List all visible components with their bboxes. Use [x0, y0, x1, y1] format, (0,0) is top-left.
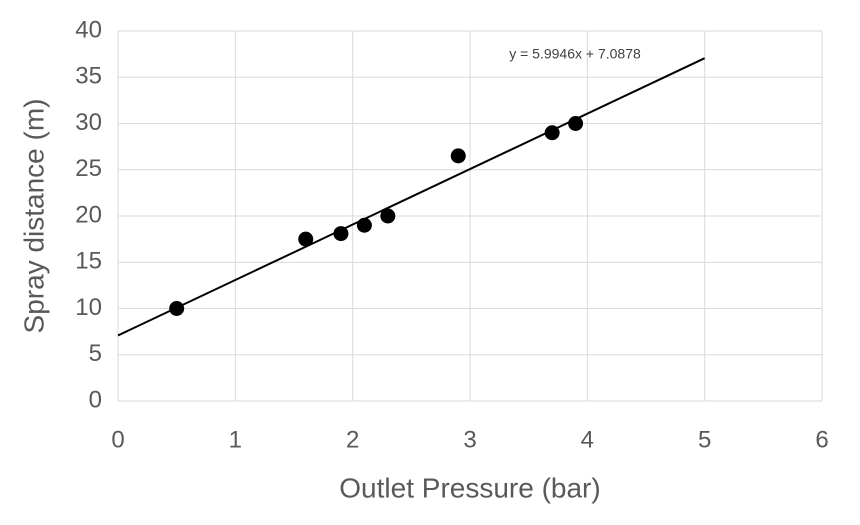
data-point: [333, 226, 349, 242]
y-tick-label: 20: [75, 201, 102, 228]
x-tick-label: 0: [111, 426, 124, 453]
y-tick-label: 25: [75, 155, 102, 182]
x-axis-title: Outlet Pressure (bar): [339, 472, 600, 503]
y-tick-label: 0: [89, 386, 102, 413]
data-point: [298, 231, 314, 247]
y-tick-label: 35: [75, 63, 102, 90]
x-tick-label: 6: [815, 426, 828, 453]
y-axis-title: Spray distance (m): [18, 99, 49, 334]
x-tick-label: 3: [463, 426, 476, 453]
data-point: [169, 301, 185, 316]
y-tick-label: 15: [75, 248, 102, 275]
data-point: [544, 125, 560, 141]
y-tick-label: 30: [75, 109, 102, 136]
data-point: [356, 217, 372, 233]
trendline-label: y = 5.9946x + 7.0878: [509, 46, 641, 62]
x-tick-label: 2: [346, 426, 359, 453]
x-tick-label: 5: [698, 426, 711, 453]
trendline: [117, 57, 706, 337]
x-tick-label: 1: [229, 426, 242, 453]
data-point: [450, 148, 466, 164]
y-tick-label: 40: [75, 16, 102, 43]
y-tick-label: 5: [89, 340, 102, 367]
x-tick-label: 4: [581, 426, 594, 453]
data-point: [568, 116, 584, 131]
y-tick-label: 10: [75, 294, 102, 321]
data-point: [380, 208, 396, 224]
